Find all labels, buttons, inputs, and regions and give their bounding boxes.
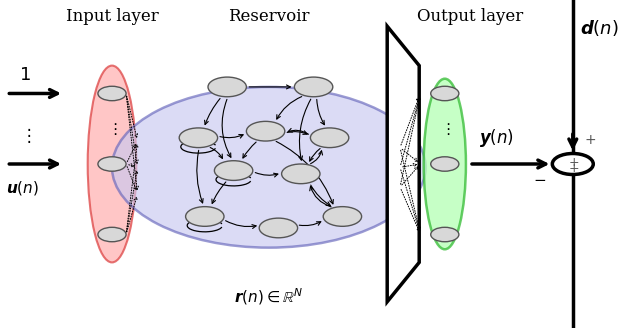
Text: $+$: $+$ xyxy=(568,156,579,169)
Circle shape xyxy=(98,227,126,242)
Text: $\boldsymbol{r}(n) \in \mathbb{R}^N$: $\boldsymbol{r}(n) \in \mathbb{R}^N$ xyxy=(234,286,303,307)
Circle shape xyxy=(259,218,298,238)
Ellipse shape xyxy=(424,79,466,249)
Circle shape xyxy=(98,157,126,171)
Text: $\vdots$: $\vdots$ xyxy=(107,121,117,137)
Text: $\boldsymbol{u}(n)$: $\boldsymbol{u}(n)$ xyxy=(6,179,40,197)
Text: $\vdots$: $\vdots$ xyxy=(440,121,450,137)
Circle shape xyxy=(310,128,349,148)
Circle shape xyxy=(431,227,459,242)
Text: Reservoir: Reservoir xyxy=(228,8,310,25)
Text: $-$: $-$ xyxy=(532,171,546,186)
Circle shape xyxy=(246,121,285,141)
Circle shape xyxy=(294,77,333,97)
Text: $\boldsymbol{d}(n)$: $\boldsymbol{d}(n)$ xyxy=(580,18,620,38)
Text: Output layer: Output layer xyxy=(417,8,524,25)
Text: $+$: $+$ xyxy=(584,133,596,147)
Circle shape xyxy=(179,128,218,148)
Text: $1$: $1$ xyxy=(19,66,31,84)
Ellipse shape xyxy=(88,66,136,262)
Circle shape xyxy=(323,207,362,226)
Text: Input layer: Input layer xyxy=(66,8,158,25)
Circle shape xyxy=(552,154,593,174)
Text: $+$: $+$ xyxy=(568,162,579,175)
Text: $\boldsymbol{y}(n)$: $\boldsymbol{y}(n)$ xyxy=(479,127,513,149)
Circle shape xyxy=(98,86,126,101)
Circle shape xyxy=(214,161,253,180)
Circle shape xyxy=(431,86,459,101)
Circle shape xyxy=(208,77,246,97)
Text: $\vdots$: $\vdots$ xyxy=(20,126,31,145)
Circle shape xyxy=(112,87,426,248)
Polygon shape xyxy=(387,26,419,302)
Circle shape xyxy=(431,157,459,171)
Circle shape xyxy=(282,164,320,184)
Circle shape xyxy=(186,207,224,226)
